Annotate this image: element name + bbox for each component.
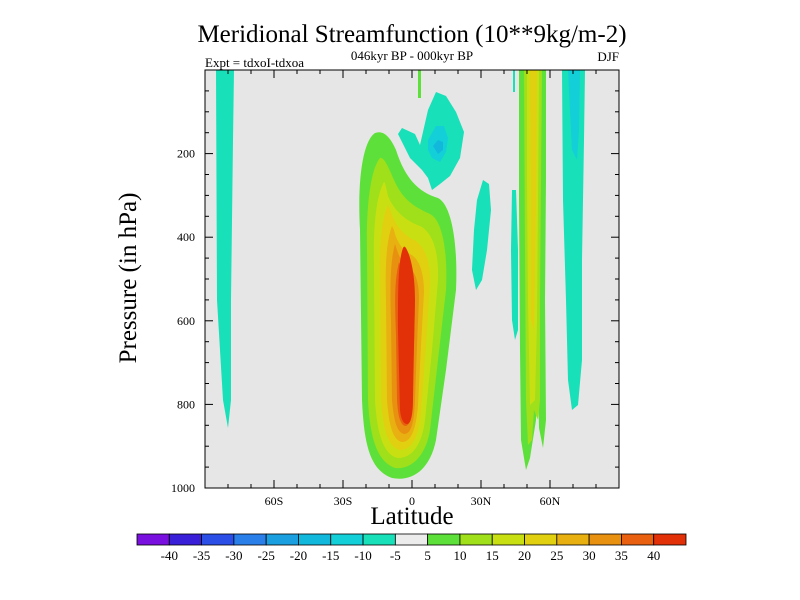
y-tick-label: 600 xyxy=(177,314,195,328)
x-tick-label: 30N xyxy=(471,494,492,508)
colorbar-swatch xyxy=(556,533,590,546)
y-axis-label: Pressure (in hPa) xyxy=(115,193,142,364)
x-tick-label: 60S xyxy=(265,494,284,508)
colorbar-label: -30 xyxy=(225,548,242,563)
colorbar-swatch xyxy=(136,533,170,546)
y-tick-label: 1000 xyxy=(171,481,195,495)
neg-streak-north xyxy=(472,180,491,290)
colorbar-swatch xyxy=(588,533,622,546)
colorbar-label: -25 xyxy=(258,548,275,563)
neg-cell-core xyxy=(433,140,443,154)
colorbar-label: 10 xyxy=(453,548,466,563)
x-axis-label: Latitude xyxy=(370,503,453,530)
y-tick-label: 200 xyxy=(177,147,195,161)
colorbar-swatch xyxy=(362,533,396,546)
colorbar-label: 15 xyxy=(486,548,499,563)
x-tick-label: 0 xyxy=(409,494,415,508)
colorbar-swatch xyxy=(524,533,558,546)
colorbar-label: 30 xyxy=(583,548,596,563)
colorbar-label: -5 xyxy=(390,548,401,563)
colorbar-swatch xyxy=(427,533,461,546)
colorbar-swatch xyxy=(233,533,267,546)
y-tick-label: 800 xyxy=(177,397,195,411)
colorbar-swatch xyxy=(653,533,687,546)
colorbar-label: -15 xyxy=(322,548,339,563)
colorbar-swatch xyxy=(298,533,332,546)
colorbar-label: 20 xyxy=(518,548,531,563)
chart-title: Meridional Streamfunction (10**9kg/m-2) xyxy=(197,21,626,48)
x-tick-label: 60N xyxy=(540,494,561,508)
chart-subtitle: 046kyr BP - 000kyr BP xyxy=(351,48,473,63)
colorbar-swatch xyxy=(201,533,235,546)
colorbar-swatch xyxy=(621,533,655,546)
neg-thin-streak xyxy=(511,190,518,340)
colorbar-label: -35 xyxy=(193,548,210,563)
season-label: DJF xyxy=(597,49,619,64)
colorbar-swatch xyxy=(265,533,299,546)
contour-fills xyxy=(216,70,585,479)
x-tick-label: 30S xyxy=(334,494,353,508)
x-axis-ticks: 60S 30S 0 30N 60N xyxy=(204,70,620,508)
pos-cap-top xyxy=(418,70,421,98)
experiment-label: Expt = tdxoI-tdxoa xyxy=(205,55,304,70)
colorbar-swatch xyxy=(491,533,525,546)
neg-column-south xyxy=(216,70,234,428)
colorbar-label: -10 xyxy=(354,548,371,563)
y-axis-ticks: 200 400 600 800 1000 xyxy=(171,69,619,495)
colorbar-swatch xyxy=(394,533,429,546)
colorbar-label: -40 xyxy=(161,548,178,563)
colorbar-label: 40 xyxy=(647,548,660,563)
colorbar-label: -20 xyxy=(290,548,307,563)
colorbar-label: 35 xyxy=(615,548,628,563)
colorbar-label: 5 xyxy=(424,548,431,563)
colorbar-swatch xyxy=(459,533,493,546)
colorbar-label: 25 xyxy=(550,548,563,563)
colorbar-swatch xyxy=(330,533,364,546)
neg-column-north-b xyxy=(568,70,580,160)
colorbar: -40 -35 -30 -25 -20 -15 -10 -5 5 10 15 20 25 30 35 40 xyxy=(136,533,687,563)
pos-column-core xyxy=(530,70,537,330)
neg-thin-streak-top xyxy=(513,70,515,92)
colorbar-swatch xyxy=(168,533,202,546)
neg-column-north-a xyxy=(562,70,585,410)
y-tick-label: 400 xyxy=(177,230,195,244)
pos-cell-level-40 xyxy=(398,246,415,424)
